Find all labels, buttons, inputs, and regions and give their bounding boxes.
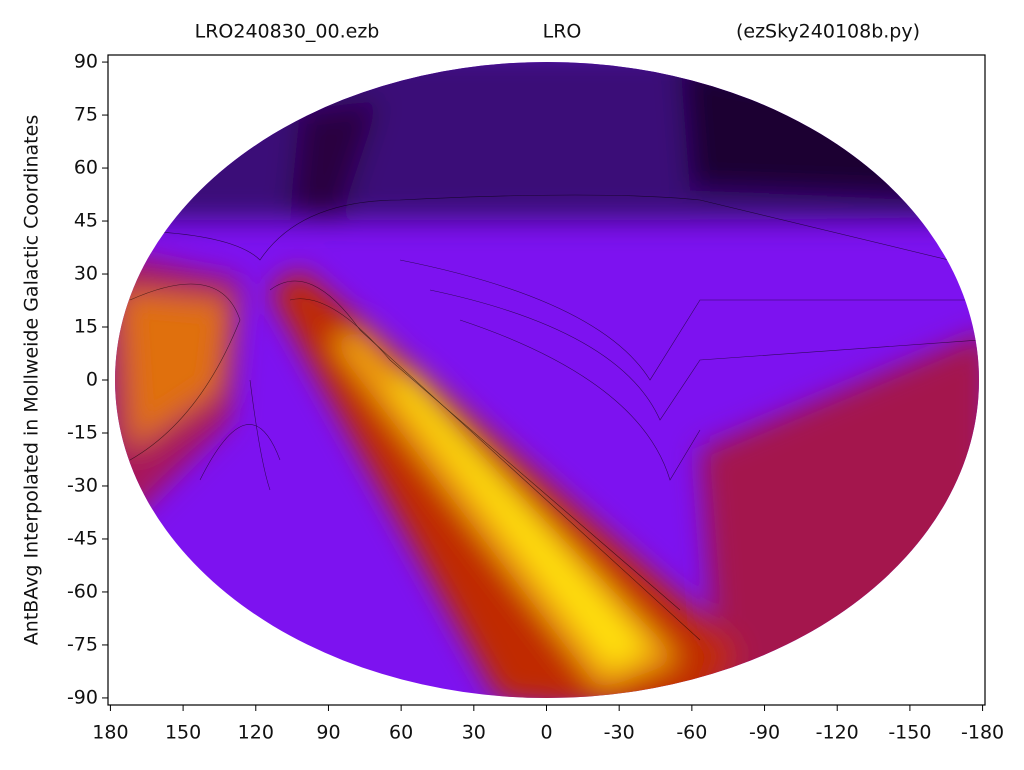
title-right: (ezSky240108b.py) bbox=[736, 21, 920, 43]
y-tick-label: -30 bbox=[67, 474, 98, 496]
x-tick-label: 120 bbox=[238, 722, 274, 744]
y-tick-label: 30 bbox=[74, 263, 98, 285]
x-tick-label: 180 bbox=[92, 722, 128, 744]
x-tick-label: 30 bbox=[462, 722, 486, 744]
y-tick-label: -90 bbox=[67, 686, 98, 708]
x-tick-label: 150 bbox=[165, 722, 201, 744]
y-tick-label: 15 bbox=[74, 316, 98, 338]
y-tick-label: -15 bbox=[67, 421, 98, 443]
x-tick-label: 60 bbox=[389, 722, 413, 744]
y-tick-label: -45 bbox=[67, 527, 98, 549]
x-tick-label: -150 bbox=[888, 722, 931, 744]
x-tick-label: -30 bbox=[604, 722, 635, 744]
x-tick-label: -60 bbox=[676, 722, 707, 744]
x-tick-label: 90 bbox=[316, 722, 340, 744]
y-tick-label: 60 bbox=[74, 157, 98, 179]
y-tick-label: 75 bbox=[74, 104, 98, 126]
y-tick-label: -60 bbox=[67, 580, 98, 602]
title-center: LRO bbox=[543, 21, 582, 43]
x-tick-label: -180 bbox=[961, 722, 1004, 744]
y-tick-label: 0 bbox=[86, 369, 98, 391]
contour-map bbox=[115, 62, 979, 698]
x-tick-label: -120 bbox=[816, 722, 859, 744]
y-tick-label: 90 bbox=[74, 51, 98, 73]
y-axis-label: AntBAvg Interpolated in Mollweide Galact… bbox=[21, 115, 43, 645]
y-tick-label: -75 bbox=[67, 633, 98, 655]
y-tick-label: 45 bbox=[74, 210, 98, 232]
x-tick-label: 0 bbox=[540, 722, 552, 744]
title-left: LRO240830_00.ezb bbox=[195, 21, 380, 43]
x-tick-label: -90 bbox=[749, 722, 780, 744]
